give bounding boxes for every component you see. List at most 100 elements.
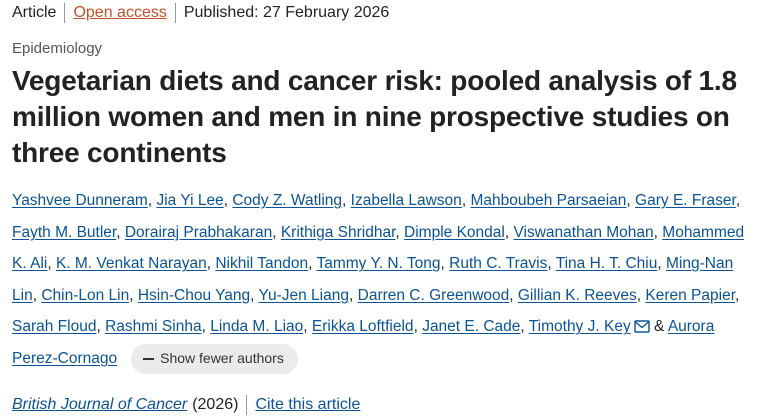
author: Tammy Y. N. Tong,: [316, 255, 449, 272]
author: Mahboubeh Parsaeian,: [470, 192, 635, 209]
author-link[interactable]: Erikka Loftfield: [311, 318, 414, 336]
author-list: Yashvee Dunneram, Jia Yi Lee, Cody Z. Wa…: [12, 185, 756, 375]
author: Ruth C. Travis,: [449, 255, 556, 272]
author-link[interactable]: Janet E. Cade: [422, 318, 521, 336]
author: Nikhil Tandon,: [215, 255, 316, 272]
separator: [174, 3, 176, 23]
author: Timothy J. Key &: [529, 318, 668, 335]
author: Linda M. Liao,: [210, 318, 312, 335]
author-link[interactable]: Izabella Lawson: [350, 192, 462, 209]
author-link[interactable]: Viswanathan Mohan: [513, 223, 654, 241]
article-meta: Article Open access Published: 27 Februa…: [12, 2, 389, 24]
author-separator: ,: [32, 286, 37, 304]
author: Yu-Jen Liang,: [259, 287, 358, 304]
author-link[interactable]: K. M. Venkat Narayan: [55, 255, 207, 273]
author-link[interactable]: Gary E. Fraser: [635, 192, 736, 209]
author: Gillian K. Reeves,: [518, 287, 646, 304]
journal-link[interactable]: British Journal of Cancer: [12, 396, 188, 413]
author-link[interactable]: Jia Yi Lee: [156, 192, 224, 209]
author: Gary E. Fraser,: [635, 192, 740, 209]
button-label: Show fewer authors: [160, 350, 284, 367]
dash-icon: [143, 357, 155, 360]
author-separator: ,: [657, 255, 662, 273]
author-separator: ,: [308, 255, 313, 273]
separator: [246, 395, 248, 415]
author-conjunction: &: [654, 318, 665, 336]
author: Cody Z. Watling,: [232, 192, 350, 209]
author: Janet E. Cade,: [422, 318, 529, 335]
author-link[interactable]: Nikhil Tandon: [215, 255, 309, 273]
author: Aurora Perez-Cornago: [12, 318, 714, 367]
author-separator: ,: [504, 223, 510, 241]
author-separator: ,: [626, 192, 631, 209]
author-link[interactable]: Timothy J. Key: [528, 318, 631, 336]
author: Jia Yi Lee,: [156, 192, 232, 209]
author-separator: ,: [250, 286, 255, 304]
subject: Epidemiology: [12, 40, 103, 57]
citation: British Journal of Cancer (2026) Cite th…: [12, 394, 360, 416]
author-separator: ,: [96, 318, 101, 336]
author-separator: ,: [201, 318, 206, 336]
author-separator: ,: [520, 318, 525, 336]
author: Tina H. T. Chiu,: [556, 255, 666, 272]
author-separator: ,: [653, 223, 658, 241]
show-fewer-authors-button[interactable]: Show fewer authors: [131, 343, 298, 374]
author-separator: ,: [147, 192, 153, 209]
author: Yashvee Dunneram,: [12, 192, 156, 209]
author-link[interactable]: Ming-Nan Lin: [12, 255, 734, 304]
author-link[interactable]: Mahboubeh Parsaeian: [470, 192, 627, 209]
author-separator: ,: [47, 255, 52, 273]
author-link[interactable]: Chin-Lon Lin: [41, 286, 130, 304]
author-separator: ,: [349, 286, 354, 304]
author-link[interactable]: Dorairaj Prabhakaran: [124, 223, 273, 241]
author-link[interactable]: Fayth M. Butler: [12, 223, 117, 241]
author: K. M. Venkat Narayan,: [56, 255, 215, 272]
author-separator: ,: [735, 286, 740, 304]
author-separator: ,: [303, 318, 308, 336]
author-link[interactable]: Aurora Perez-Cornago: [12, 318, 715, 367]
email-icon[interactable]: [634, 320, 650, 334]
author-separator: ,: [509, 286, 514, 304]
author-link[interactable]: Rashmi Sinha: [105, 318, 202, 336]
article-title: Vegetarian diets and cancer risk: pooled…: [12, 65, 737, 168]
author-link[interactable]: Keren Papier: [645, 286, 736, 304]
published-date: Published: 27 February 2026: [183, 4, 390, 21]
author: Darren C. Greenwood,: [358, 287, 518, 304]
article-type: Article: [12, 4, 57, 21]
author-link[interactable]: Dimple Kondal: [404, 223, 505, 241]
author-link[interactable]: Tammy Y. N. Tong: [316, 255, 441, 273]
author: Hsin-Chou Yang,: [138, 287, 259, 304]
author-link[interactable]: Darren C. Greenwood: [357, 286, 510, 304]
author-link[interactable]: Gillian K. Reeves: [517, 286, 637, 304]
year: (2026): [192, 396, 239, 413]
author-link[interactable]: Krithiga Shridhar: [280, 223, 396, 241]
open-access-link[interactable]: Open access: [73, 4, 167, 21]
author-separator: ,: [272, 223, 277, 241]
author-link[interactable]: Ruth C. Travis: [449, 255, 548, 273]
author: Sarah Floud,: [12, 318, 105, 335]
author-link[interactable]: Mohammed K. Ali: [12, 223, 745, 273]
author-link[interactable]: Sarah Floud: [12, 318, 97, 336]
separator: [64, 3, 66, 23]
author: Dimple Kondal,: [404, 224, 513, 241]
author-link[interactable]: Hsin-Chou Yang: [137, 286, 251, 304]
author: Keren Papier,: [645, 287, 739, 304]
author-link[interactable]: Tina H. T. Chiu: [555, 255, 658, 273]
author-separator: ,: [440, 255, 445, 273]
author-link[interactable]: Cody Z. Watling: [232, 192, 343, 209]
cite-link[interactable]: Cite this article: [255, 396, 361, 413]
author-link[interactable]: Yu-Jen Liang: [258, 286, 350, 304]
author: Ming-Nan Lin,: [12, 255, 733, 304]
author: Viswanathan Mohan,: [513, 224, 662, 241]
author: Erikka Loftfield,: [312, 318, 422, 335]
author-separator: ,: [413, 318, 418, 336]
author-separator: ,: [223, 192, 229, 209]
author-separator: ,: [547, 255, 552, 273]
author: Fayth M. Butler,: [12, 224, 125, 241]
author-link[interactable]: Linda M. Liao: [210, 318, 304, 336]
author: Rashmi Sinha,: [105, 318, 210, 335]
author-separator: ,: [461, 192, 467, 209]
author: Chin-Lon Lin,: [41, 287, 138, 304]
author-link[interactable]: Yashvee Dunneram: [12, 192, 148, 209]
